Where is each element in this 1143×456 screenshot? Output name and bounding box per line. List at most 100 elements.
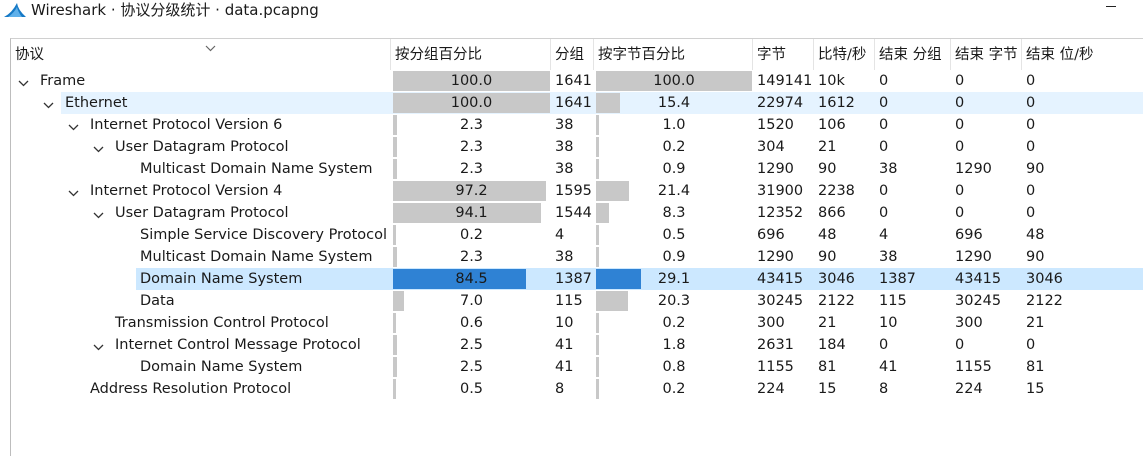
percent-packets-cell: 2.3 <box>393 114 550 136</box>
percent-packets-bar <box>393 379 396 399</box>
tree-row[interactable]: Ethernet 100.0 15.4 1641 22974 1612 0 0 0 <box>11 92 1143 114</box>
end-packets-value: 41 <box>879 359 898 375</box>
percent-bytes-value: 0.9 <box>662 249 686 265</box>
percent-bytes-bar <box>596 181 629 201</box>
chevron-down-icon[interactable] <box>18 76 29 92</box>
percent-bytes-value: 15.4 <box>657 95 691 111</box>
end-packets-value: 115 <box>879 293 907 309</box>
end-packets-value: 0 <box>879 139 889 155</box>
percent-bytes-value: 29.1 <box>657 271 691 287</box>
chevron-down-icon[interactable] <box>68 120 79 136</box>
tree-row[interactable]: Frame 100.0 100.0 1641 149141 10k 0 0 0 <box>11 70 1143 92</box>
percent-bytes-bar <box>596 291 628 311</box>
end-bits-per-second-value: 48 <box>1026 227 1045 243</box>
packets-value: 4 <box>555 227 565 243</box>
percent-packets-bar <box>393 71 550 91</box>
packets-value: 1387 <box>555 271 592 287</box>
percent-packets-bar <box>393 137 397 157</box>
bytes-value: 43415 <box>757 271 804 287</box>
percent-bytes-value: 0.5 <box>662 227 686 243</box>
tree-row[interactable]: Data 7.0 20.3 115 30245 2122 115 30245 2122 <box>11 290 1143 312</box>
percent-packets-cell: 2.5 <box>393 334 550 356</box>
bits-per-second-value: 10k <box>818 73 845 89</box>
end-bits-per-second-value: 90 <box>1026 249 1045 265</box>
tree-row[interactable]: Domain Name System 84.5 29.1 1387 43415 3046 1… <box>11 268 1143 290</box>
column-header-percent-bytes[interactable]: 按字节百分比 <box>594 39 753 70</box>
percent-bytes-value: 21.4 <box>657 183 691 199</box>
minimize-icon[interactable] <box>1106 6 1116 7</box>
bits-per-second-value: 2238 <box>818 183 855 199</box>
tree-row[interactable]: User Datagram Protocol 94.1 8.3 1544 12352 86… <box>11 202 1143 224</box>
percent-bytes-value: 1.0 <box>662 117 686 133</box>
end-bytes-value: 0 <box>955 139 965 155</box>
tree-row[interactable]: Transmission Control Protocol 0.6 0.2 10 300… <box>11 312 1143 334</box>
packets-value: 41 <box>555 359 574 375</box>
chevron-down-icon[interactable] <box>93 208 104 224</box>
tree-row[interactable]: Address Resolution Protocol 0.5 0.2 8 224 15 8… <box>11 378 1143 400</box>
packets-value: 38 <box>555 117 574 133</box>
tree-row[interactable]: Internet Protocol Version 6 2.3 1.0 38 1520 1… <box>11 114 1143 136</box>
column-header-packets[interactable]: 分组 <box>551 39 594 70</box>
tree-row[interactable]: User Datagram Protocol 2.3 0.2 38 304 21 0 0 0 <box>11 136 1143 158</box>
end-packets-value: 38 <box>879 161 898 177</box>
bits-per-second-value: 15 <box>818 381 837 397</box>
bits-per-second-value: 3046 <box>818 271 855 287</box>
end-bits-per-second-value: 0 <box>1026 205 1036 221</box>
percent-bytes-cell: 100.0 <box>596 70 752 92</box>
percent-packets-cell: 84.5 <box>393 268 550 290</box>
percent-packets-cell: 2.3 <box>393 136 550 158</box>
percent-bytes-cell: 0.8 <box>596 356 752 378</box>
end-bits-per-second-value: 3046 <box>1026 271 1063 287</box>
chevron-down-icon[interactable] <box>93 340 104 356</box>
end-bytes-value: 1290 <box>955 249 992 265</box>
percent-packets-bar <box>393 93 550 113</box>
tree-row[interactable]: Internet Control Message Protocol 2.5 1.8 4… <box>11 334 1143 356</box>
bytes-value: 300 <box>757 315 785 331</box>
packets-value: 38 <box>555 161 574 177</box>
column-header-end-bits-per-second[interactable]: 结束 位/秒 <box>1026 47 1094 63</box>
bits-per-second-value: 866 <box>818 205 846 221</box>
column-header-percent-packets[interactable]: 按分组百分比 <box>391 39 551 70</box>
end-bytes-value: 0 <box>955 337 965 353</box>
percent-packets-value: 2.3 <box>459 249 484 265</box>
chevron-down-icon[interactable] <box>93 142 104 158</box>
percent-bytes-bar <box>596 269 641 289</box>
protocol-hierarchy-tree[interactable]: 协议 按分组百分比 分组 按字节百分比 字节 比特/秒 结束 分组 结束 字节 … <box>10 38 1143 456</box>
bytes-value: 30245 <box>757 293 804 309</box>
chevron-down-icon[interactable] <box>43 98 54 114</box>
column-header-bits-per-second[interactable]: 比特/秒 <box>814 39 875 70</box>
percent-packets-bar <box>393 291 404 311</box>
tree-row[interactable]: Multicast Domain Name System 2.3 0.9 38 1290… <box>11 158 1143 180</box>
sort-chevron-icon[interactable] <box>205 40 216 56</box>
protocol-name: User Datagram Protocol <box>115 139 289 155</box>
column-header-protocol[interactable]: 协议 <box>11 39 391 70</box>
percent-packets-cell: 2.3 <box>393 158 550 180</box>
column-header-end-bytes[interactable]: 结束 字节 <box>951 39 1022 70</box>
percent-packets-bar <box>393 357 397 377</box>
end-bytes-value: 43415 <box>955 271 1002 287</box>
percent-bytes-cell: 15.4 <box>596 92 752 114</box>
packets-value: 115 <box>555 293 583 309</box>
percent-packets-cell: 100.0 <box>393 92 550 114</box>
percent-bytes-bar <box>596 335 599 355</box>
percent-packets-value: 97.2 <box>455 183 488 199</box>
column-header-bytes[interactable]: 字节 <box>753 39 814 70</box>
tree-row[interactable]: Multicast Domain Name System 2.3 0.9 38 1290… <box>11 246 1143 268</box>
percent-bytes-cell: 0.2 <box>596 136 752 158</box>
tree-row[interactable]: Simple Service Discovery Protocol 0.2 0.5 4… <box>11 224 1143 246</box>
percent-bytes-cell: 0.2 <box>596 312 752 334</box>
end-bits-per-second-value: 0 <box>1026 337 1036 353</box>
end-bits-per-second-value: 0 <box>1026 95 1036 111</box>
end-bytes-value: 0 <box>955 205 965 221</box>
percent-packets-value: 100.0 <box>450 95 493 111</box>
percent-packets-value: 0.2 <box>459 227 484 243</box>
percent-packets-bar <box>393 247 397 267</box>
column-header-end-packets[interactable]: 结束 分组 <box>875 39 951 70</box>
packets-value: 8 <box>555 381 565 397</box>
percent-bytes-cell: 20.3 <box>596 290 752 312</box>
tree-row[interactable]: Internet Protocol Version 4 97.2 21.4 1595 3… <box>11 180 1143 202</box>
tree-row[interactable]: Domain Name System 2.5 0.8 41 1155 81 41 1155 81 <box>11 356 1143 378</box>
protocol-name: Transmission Control Protocol <box>115 315 329 331</box>
packets-value: 1595 <box>555 183 592 199</box>
chevron-down-icon[interactable] <box>68 186 79 202</box>
